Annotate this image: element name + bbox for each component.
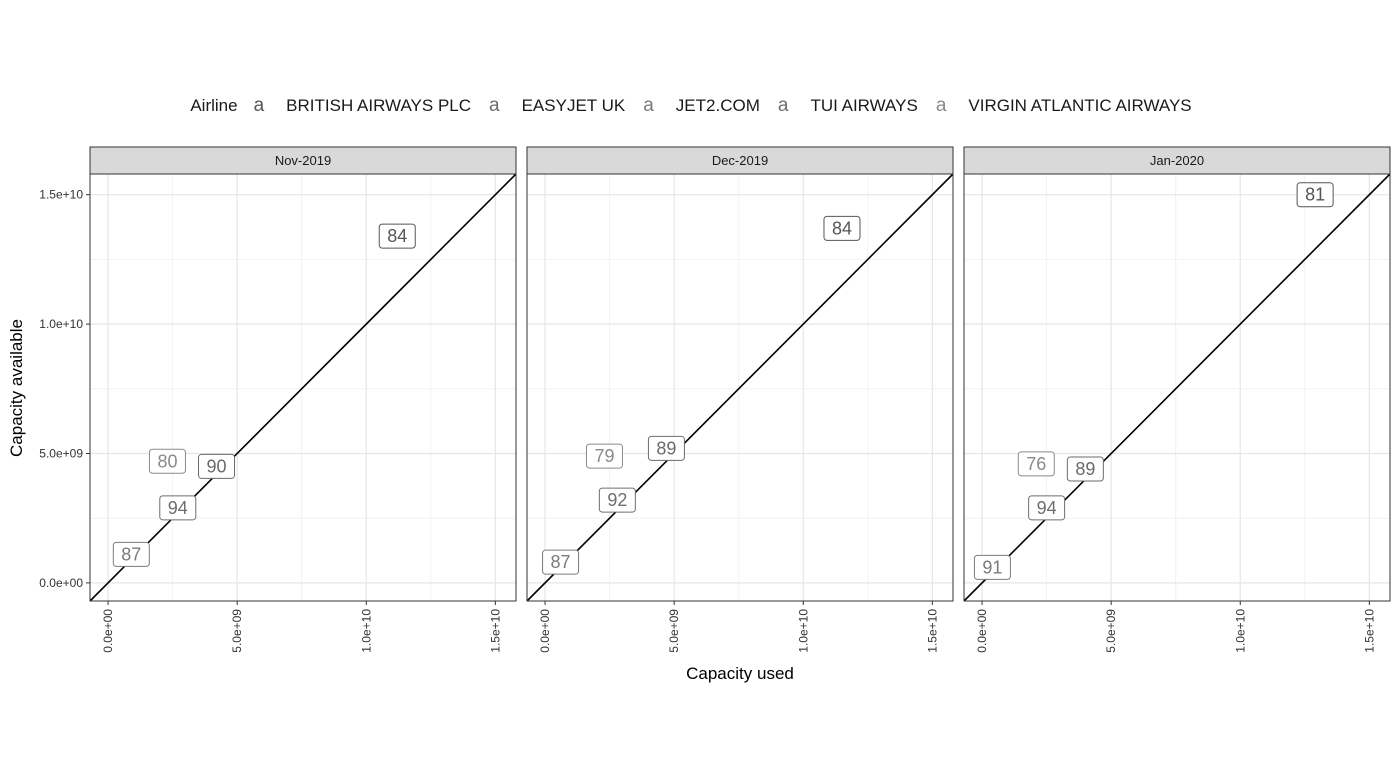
legend-label: VIRGIN ATLANTIC AIRWAYS	[968, 96, 1192, 115]
data-label-jet2-com: 91	[973, 554, 1011, 580]
data-label-box	[148, 448, 186, 474]
identity-line	[526, 173, 954, 602]
data-label-tui-airways: 94	[1028, 495, 1066, 521]
x-tick-label: 0.0e+00	[101, 609, 115, 653]
legend-item-tui: a TUI AIRWAYS	[778, 95, 918, 117]
legend-item-virgin-atlantic: a VIRGIN ATLANTIC AIRWAYS	[936, 95, 1192, 117]
facet-panel-dec-2019: Dec-2019 0.0e+00 5.0e+09 1.0e+10 1.5e+10 84 79…	[526, 146, 954, 653]
data-label-virgin-atlantic-airways: 76	[1017, 451, 1055, 477]
y-tick-label: 1.0e+10	[39, 317, 83, 331]
y-axis-title: Capacity available	[7, 319, 26, 457]
data-label-box	[378, 223, 416, 249]
x-tick-label: 0.0e+00	[538, 609, 552, 653]
x-tick-label: 1.5e+10	[1362, 609, 1376, 653]
panel-border	[89, 173, 517, 602]
x-tick-label: 5.0e+09	[1104, 609, 1118, 653]
y-tick-label: 1.5e+10	[39, 188, 83, 202]
x-tick-label: 1.5e+10	[925, 609, 939, 653]
legend-key: a	[935, 95, 947, 116]
data-label-tui-airways: 92	[598, 487, 636, 513]
legend-key: a	[253, 95, 265, 116]
data-label-text: 94	[168, 498, 188, 518]
data-label-jet2-com: 87	[542, 549, 580, 575]
data-label-text: 79	[594, 446, 614, 466]
data-label-text: 90	[206, 456, 226, 476]
data-label-box	[585, 443, 623, 469]
legend-key: a	[777, 95, 789, 116]
data-label-box	[159, 495, 197, 521]
identity-line	[89, 173, 517, 602]
legend-label: BRITISH AIRWAYS PLC	[286, 96, 472, 115]
y-tick-label: 0.0e+00	[39, 576, 83, 590]
data-label-british-airways-plc: 84	[378, 223, 416, 249]
legend-label: EASYJET UK	[521, 96, 626, 115]
legend-label: TUI AIRWAYS	[810, 96, 918, 115]
x-tick-label: 5.0e+09	[667, 609, 681, 653]
data-label-text: 89	[1075, 459, 1095, 479]
data-label-box	[1028, 495, 1066, 521]
legend-item-jet2: a JET2.COM	[643, 95, 760, 117]
data-label-text: 94	[1037, 498, 1057, 518]
data-label-british-airways-plc: 81	[1296, 182, 1334, 208]
legend-title: Airline	[190, 96, 238, 115]
facet-strip-label: Nov-2019	[275, 153, 331, 168]
data-label-text: 80	[157, 451, 177, 471]
data-label-british-airways-plc: 84	[823, 215, 861, 241]
x-tick-label: 1.0e+10	[796, 609, 810, 653]
identity-line	[963, 173, 1391, 602]
data-label-box	[112, 541, 150, 567]
data-label-text: 84	[832, 218, 852, 238]
facet-strip-label: Jan-2020	[1150, 153, 1204, 168]
data-label-box	[542, 549, 580, 575]
data-label-tui-airways: 94	[159, 495, 197, 521]
x-tick-label: 0.0e+00	[975, 609, 989, 653]
x-tick-label: 1.0e+10	[1233, 609, 1247, 653]
data-label-box	[598, 487, 636, 513]
legend-key: a	[643, 95, 654, 116]
data-label-text: 81	[1305, 185, 1325, 205]
facet-panel-nov-2019: Nov-2019 0.0e+00 5.0e+09 1.0e+10 1.5e+10 0.0e…	[39, 146, 517, 653]
data-label-jet2-com: 87	[112, 541, 150, 567]
facet-strip	[89, 146, 517, 175]
legend-key: a	[489, 95, 500, 116]
data-label-virgin-atlantic-airways: 79	[585, 443, 623, 469]
data-label-text: 76	[1026, 454, 1046, 474]
data-label-text: 84	[387, 226, 407, 246]
facet-strip-label: Dec-2019	[712, 153, 768, 168]
legend-label: JET2.COM	[675, 96, 760, 115]
data-label-box	[198, 453, 236, 479]
data-label-text: 92	[607, 490, 627, 510]
x-axis-title: Capacity used	[686, 664, 794, 683]
data-label-text: 89	[656, 438, 676, 458]
x-tick-label: 1.0e+10	[359, 609, 373, 653]
data-label-text: 87	[551, 552, 571, 572]
data-label-box	[1066, 456, 1104, 482]
data-label-easyjet-uk: 89	[647, 435, 685, 461]
data-label-box	[973, 554, 1011, 580]
data-label-easyjet-uk: 89	[1066, 456, 1104, 482]
data-label-easyjet-uk: 90	[198, 453, 236, 479]
facet-panel-jan-2020: Jan-2020 0.0e+00 5.0e+09 1.0e+10 1.5e+10 81 76…	[963, 146, 1391, 653]
legend-item-british-airways: a BRITISH AIRWAYS PLC	[254, 95, 471, 117]
data-label-box	[1017, 451, 1055, 477]
data-label-text: 87	[121, 544, 141, 564]
legend-item-easyjet: a EASYJET UK	[489, 95, 625, 117]
legend: Airline a BRITISH AIRWAYS PLC a EASYJET …	[0, 92, 1400, 120]
data-label-virgin-atlantic-airways: 80	[148, 448, 186, 474]
panel-border	[526, 173, 954, 602]
x-tick-label: 1.5e+10	[488, 609, 502, 653]
data-label-box	[1296, 182, 1334, 208]
data-label-box	[647, 435, 685, 461]
y-tick-label: 5.0e+09	[39, 446, 83, 460]
x-tick-label: 5.0e+09	[230, 609, 244, 653]
facet-strip	[526, 146, 954, 175]
panel-border	[963, 173, 1391, 602]
data-label-box	[823, 215, 861, 241]
data-label-text: 91	[982, 557, 1002, 577]
